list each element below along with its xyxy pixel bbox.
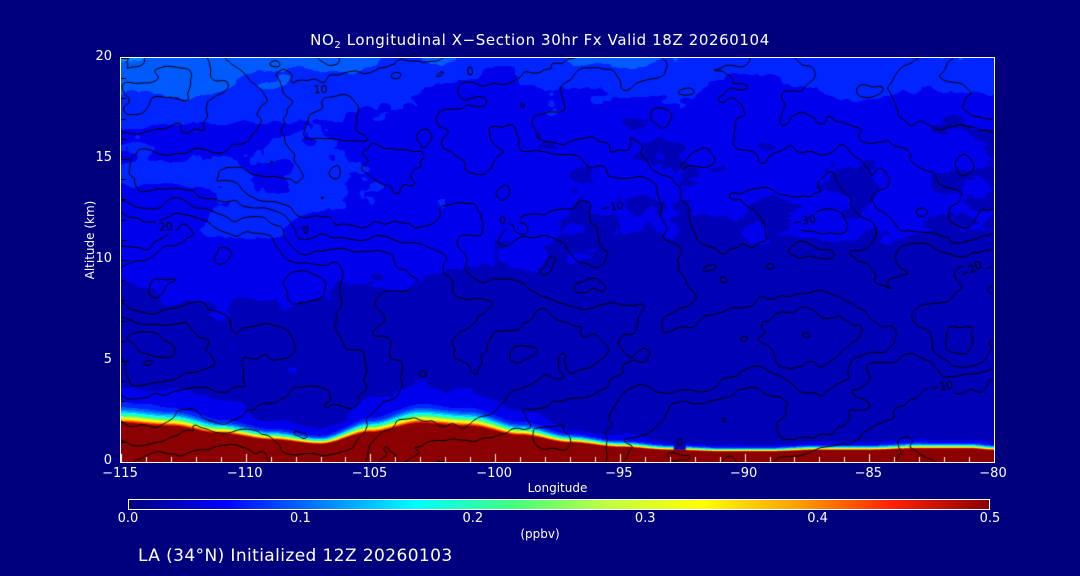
figure-caption: LA (34°N) Initialized 12Z 20260103: [138, 546, 453, 566]
x-tick-label: −110: [226, 466, 263, 481]
title-subscript: 2: [334, 40, 342, 51]
x-tick-label: −85: [854, 466, 882, 481]
y-tick-label: 15: [95, 150, 112, 165]
y-tick-label: 0: [103, 453, 112, 468]
x-tick-label: −95: [605, 466, 633, 481]
x-tick-label: −90: [729, 466, 758, 481]
x-tick-label: −100: [476, 466, 512, 481]
colorbar-units: (ppbv): [520, 527, 560, 541]
colorbar-tick-label: 0.4: [807, 511, 828, 526]
y-tick-label: 10: [95, 251, 112, 266]
y-tick-label: 20: [95, 49, 112, 64]
colorbar-tick-label: 0.3: [634, 511, 656, 526]
colorbar-gradient: [129, 500, 989, 509]
contour-field-canvas: [121, 58, 994, 462]
colorbar-tick-label: 0.5: [979, 511, 1001, 526]
y-tick-label: 5: [103, 352, 112, 367]
x-tick-label: −105: [351, 466, 388, 481]
plot-area: [120, 57, 995, 463]
colorbar-tick-label: 0.0: [117, 511, 139, 526]
x-axis-label: Longitude: [527, 481, 588, 495]
y-axis-label: Altitude (km): [83, 200, 97, 280]
title-rest: Longitudinal X−Section 30hr Fx Valid 18Z…: [341, 31, 770, 49]
x-tick-label: −115: [102, 466, 138, 481]
colorbar-tick-label: 0.2: [462, 511, 484, 526]
colorbar: [128, 499, 990, 510]
page-title: NO2 Longitudinal X−Section 30hr Fx Valid…: [0, 31, 1080, 51]
colorbar-tick-label: 0.1: [290, 511, 311, 526]
x-tick-label: −80: [979, 466, 1007, 481]
title-species: NO: [310, 31, 335, 49]
